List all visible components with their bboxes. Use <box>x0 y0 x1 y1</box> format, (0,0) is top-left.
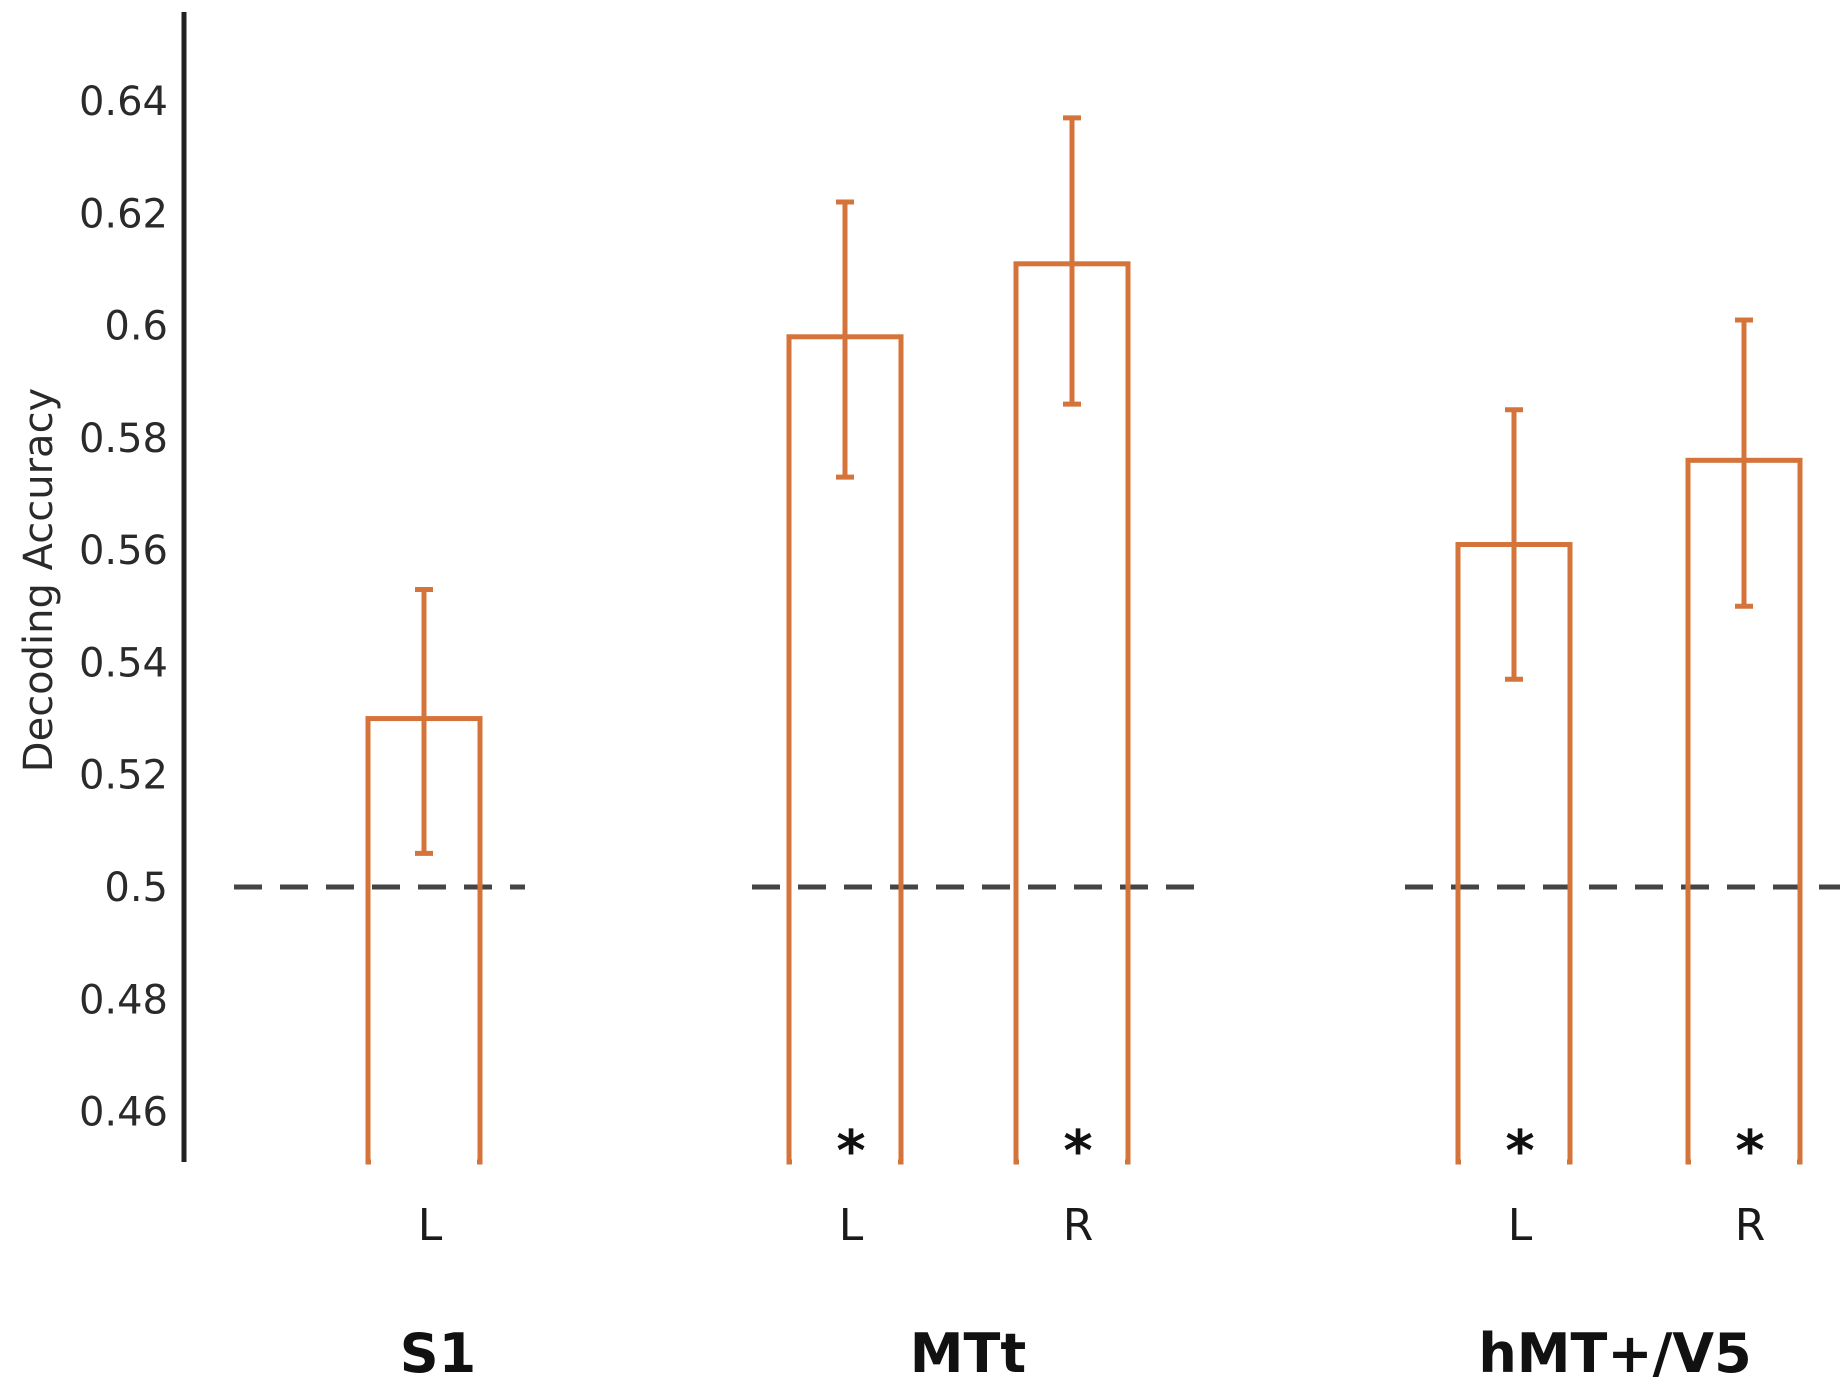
group-label: S1 <box>400 1322 476 1385</box>
y-tick-label: 0.56 <box>79 528 168 574</box>
y-axis-label: Decoding Accuracy <box>16 388 62 772</box>
y-tick-label: 0.52 <box>79 753 168 799</box>
group-label: MTt <box>910 1322 1026 1385</box>
y-tick-label: 0.5 <box>104 865 168 911</box>
group-label: hMT+/V5 <box>1478 1322 1751 1385</box>
y-tick-label: 0.54 <box>79 640 168 686</box>
error-bars <box>415 115 1753 856</box>
significance-marker: * <box>836 1119 865 1184</box>
y-tick-label: 0.6 <box>104 304 168 350</box>
significance-marker: * <box>1063 1119 1092 1184</box>
y-tick-label: 0.62 <box>79 191 168 237</box>
bar-label: L <box>1508 1200 1533 1251</box>
bars <box>365 261 1803 1165</box>
significance-marker: * <box>1735 1119 1764 1184</box>
y-tick-label: 0.48 <box>79 977 168 1023</box>
bar-label: R <box>1735 1200 1766 1251</box>
significance-marker: * <box>1505 1119 1534 1184</box>
y-axis: 0.46 0.48 0.5 0.52 0.54 0.56 0.58 0.6 0.62 0.64 <box>79 12 187 1162</box>
y-tick-label: 0.58 <box>79 416 168 462</box>
bar-label: L <box>418 1200 443 1251</box>
bar-label: R <box>1063 1200 1094 1251</box>
y-tick-label: 0.46 <box>79 1090 168 1136</box>
bar-label: L <box>839 1200 864 1251</box>
y-tick-label: 0.64 <box>79 79 168 125</box>
